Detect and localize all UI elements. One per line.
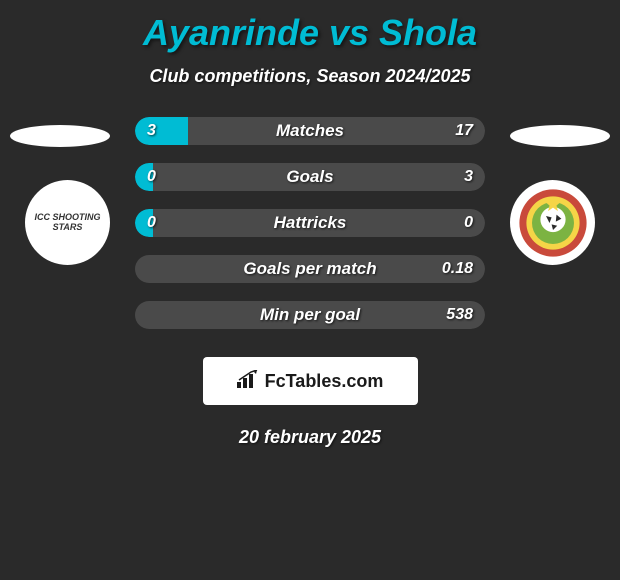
chart-icon [237,370,259,393]
stat-row-goals: 0 Goals 3 [135,163,485,191]
stat-right-value: 17 [455,122,473,140]
stat-row-mpg: Min per goal 538 [135,301,485,329]
stat-right-value: 0.18 [442,260,473,278]
stat-label: Goals [135,167,485,187]
badge-left-label: ICC SHOOTING STARS [25,213,110,233]
comparison-title: Ayanrinde vs Shola [0,0,620,54]
flag-left [10,125,110,147]
fctables-logo[interactable]: FcTables.com [203,357,418,405]
stat-right-value: 3 [464,168,473,186]
stat-row-gpm: Goals per match 0.18 [135,255,485,283]
stat-label: Matches [135,121,485,141]
logo-text: FcTables.com [265,371,384,392]
stat-label: Hattricks [135,213,485,233]
stat-row-matches: 3 Matches 17 [135,117,485,145]
stat-label: Min per goal [135,305,485,325]
flag-right [510,125,610,147]
stat-right-value: 538 [446,306,473,324]
stat-label: Goals per match [135,259,485,279]
stat-row-hattricks: 0 Hattricks 0 [135,209,485,237]
stat-right-value: 0 [464,214,473,232]
comparison-date: 20 february 2025 [0,427,620,448]
badge-right-svg [518,188,588,258]
team-badge-right [510,180,595,265]
team-badge-left: ICC SHOOTING STARS [25,180,110,265]
subtitle: Club competitions, Season 2024/2025 [0,66,620,87]
